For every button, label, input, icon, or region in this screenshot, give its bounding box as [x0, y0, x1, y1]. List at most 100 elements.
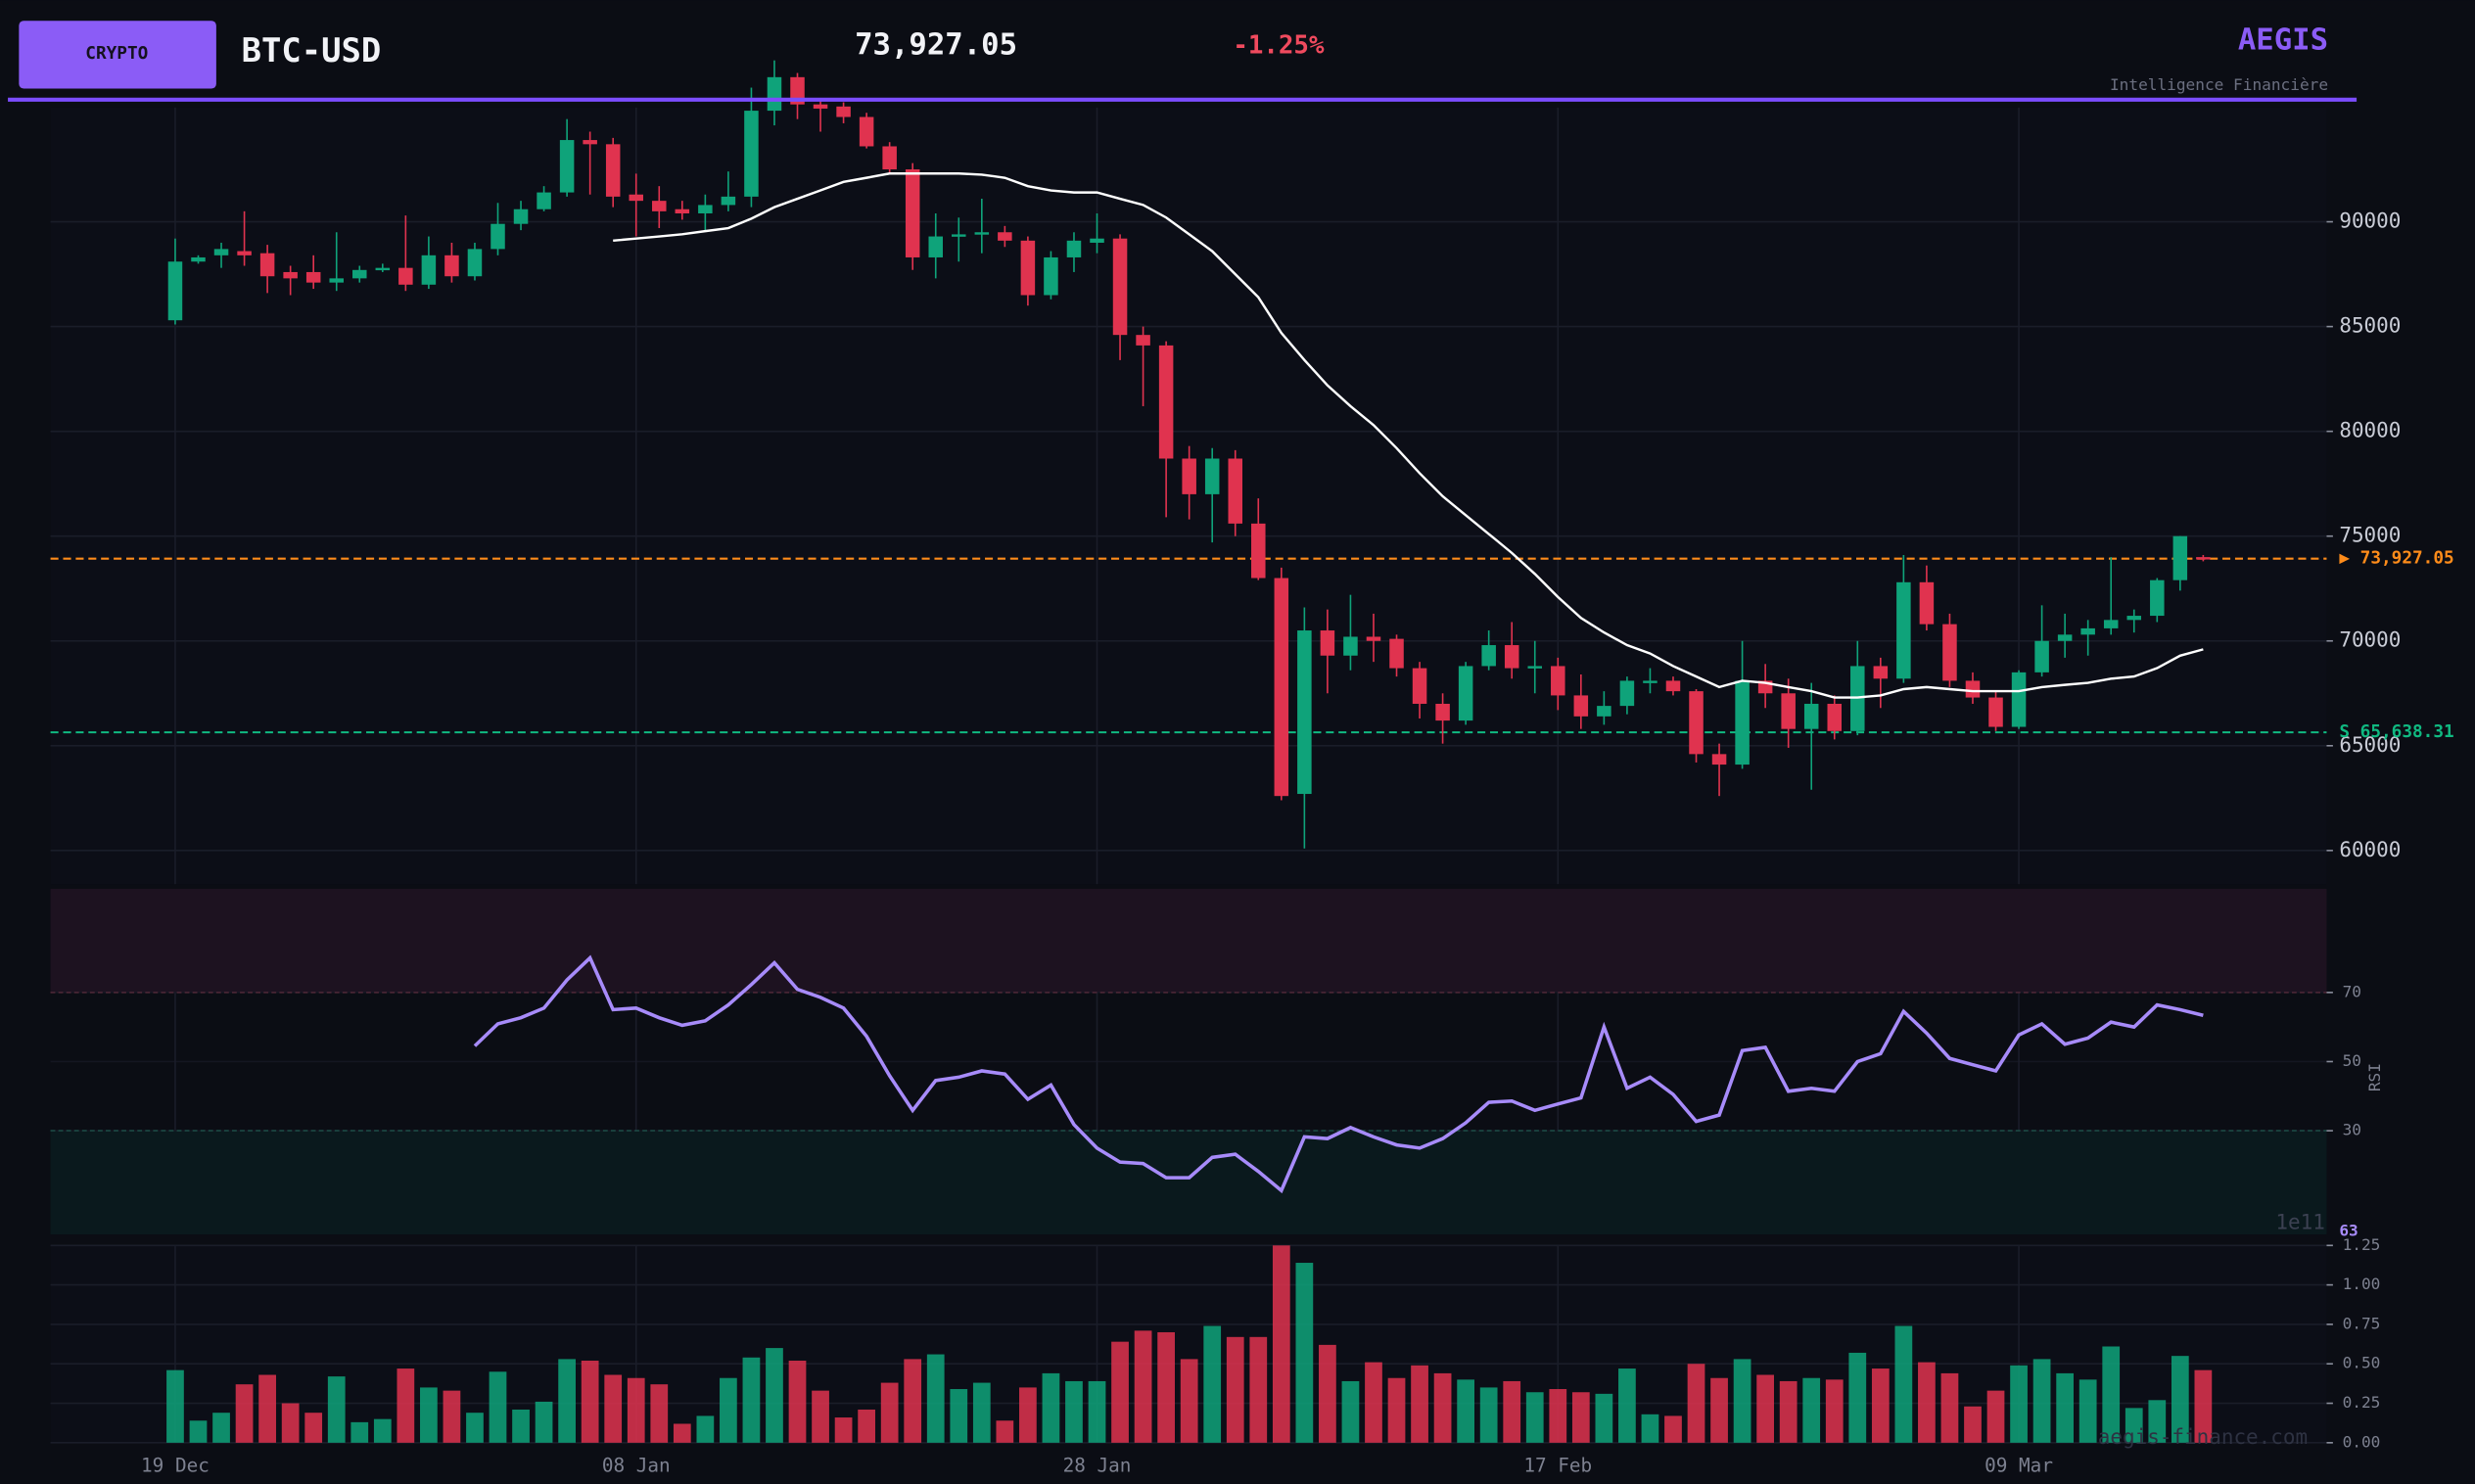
volume-bar	[2102, 1346, 2121, 1443]
candle-body	[1896, 581, 1911, 679]
candle-body	[813, 104, 828, 109]
volume-bar	[1756, 1374, 1775, 1443]
candle-body	[1988, 697, 2003, 727]
candle-body	[2196, 557, 2211, 560]
candle-body	[537, 192, 551, 209]
volume-bar	[834, 1417, 853, 1443]
candle-body	[721, 196, 736, 206]
volume-bar	[904, 1359, 922, 1443]
volume-bar	[742, 1357, 761, 1443]
candle-body	[1643, 680, 1658, 683]
volume-bar	[1848, 1352, 1867, 1443]
volume-bar	[2171, 1356, 2189, 1443]
candle-body	[1158, 345, 1174, 459]
volume-bar	[258, 1374, 276, 1443]
volume-bar	[650, 1384, 669, 1443]
candle-body	[767, 76, 782, 112]
axis-label: RSI	[2365, 1063, 2384, 1091]
volume-bar	[2125, 1408, 2143, 1443]
oversold-zone	[50, 1131, 2327, 1235]
candle-body	[2057, 634, 2073, 641]
x-tick-label: 17 Feb	[1523, 1455, 1592, 1477]
volume-bar	[281, 1403, 300, 1443]
volume-bar	[1457, 1379, 1474, 1443]
offset-label: 1e11	[2275, 1211, 2324, 1234]
volume-bar	[926, 1354, 945, 1443]
candle-body	[1551, 666, 1565, 696]
y-tick-label: 90000	[2339, 209, 2401, 233]
volume-bar	[535, 1401, 553, 1443]
volume-bar	[720, 1377, 737, 1443]
volume-bar	[1687, 1364, 1705, 1443]
volume-bar	[696, 1415, 715, 1443]
y-tick-label: 60000	[2339, 838, 2401, 861]
candle-body	[1919, 581, 1935, 625]
volume-bar	[1319, 1344, 1336, 1443]
y-tick-label: 1.25	[2343, 1235, 2381, 1254]
volume-bar	[1571, 1392, 1590, 1443]
volume-bar	[1618, 1368, 1636, 1443]
candle-body	[928, 236, 943, 257]
volume-bar	[1918, 1362, 1936, 1443]
plot-layer: 19 Dec 08 Jan 28 Jan 17 Feb 09 Mar 60000 65000…	[50, 60, 2454, 1477]
candle-body	[1044, 256, 1058, 296]
badge-text: CRYPTO	[85, 44, 148, 64]
candle-body	[444, 255, 459, 277]
candle-body	[2126, 616, 2142, 621]
candle-body	[1204, 458, 1220, 494]
candle-body	[974, 232, 990, 235]
candle-body	[191, 256, 206, 262]
volume-bar	[2010, 1365, 2028, 1443]
candle-body	[352, 269, 367, 279]
candle-body	[2172, 535, 2188, 580]
volume-bar	[1226, 1336, 1244, 1443]
volume-bar	[1365, 1362, 1382, 1443]
volume-bar	[1111, 1341, 1129, 1443]
candle-body	[1827, 703, 1843, 731]
volume-bar	[558, 1359, 576, 1443]
candle-body	[1090, 238, 1104, 243]
candle-body	[490, 223, 505, 250]
candle-body	[1251, 523, 1266, 579]
candle-body	[305, 271, 321, 283]
x-tick-label: 08 Jan	[602, 1455, 671, 1477]
candle-body	[952, 234, 966, 237]
badge	[19, 21, 216, 89]
volume-bar	[1019, 1387, 1037, 1443]
candle-body	[1942, 624, 1957, 681]
volume-bar	[1733, 1359, 1751, 1443]
volume-bar	[2194, 1369, 2213, 1443]
candle-body	[1182, 458, 1196, 494]
volume-bar	[1272, 1245, 1290, 1443]
candle-body	[467, 249, 483, 277]
volume-bar	[1641, 1414, 1659, 1443]
candle-body	[1136, 335, 1150, 346]
y-tick-label: 0.50	[2343, 1354, 2381, 1372]
candle-body	[998, 232, 1012, 241]
candle-body	[1873, 666, 1889, 679]
candle-body	[605, 144, 621, 197]
candle-body	[652, 201, 667, 211]
candle-body	[1689, 691, 1704, 755]
volume-bar	[235, 1384, 254, 1443]
volume-bar	[1433, 1372, 1452, 1443]
candle-body	[167, 261, 183, 321]
candle-body	[329, 278, 344, 283]
symbol: BTC-USD	[242, 31, 382, 70]
candle-body	[2011, 672, 2027, 727]
candle-body	[1781, 693, 1796, 729]
volume-bar	[1779, 1380, 1798, 1443]
volume-bar	[1203, 1325, 1222, 1443]
candle-body	[283, 271, 298, 279]
watermark: aegis-finance.com	[2098, 1425, 2308, 1449]
candle-body	[513, 209, 529, 224]
candle-body	[375, 267, 391, 271]
level-label: S 65,638.31	[2339, 722, 2453, 742]
y-tick-label: 30	[2343, 1121, 2361, 1139]
moving-average	[613, 172, 2204, 699]
volume-bar	[788, 1361, 807, 1443]
volume-bar	[1986, 1390, 2005, 1443]
candle-body	[213, 249, 229, 255]
candle-body	[1527, 666, 1543, 669]
